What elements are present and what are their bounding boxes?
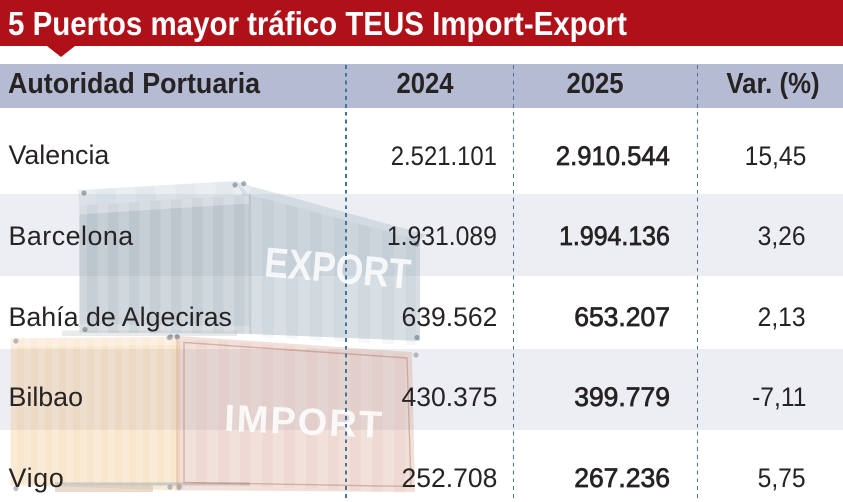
svg-text:IMPORT: IMPORT: [223, 398, 385, 447]
